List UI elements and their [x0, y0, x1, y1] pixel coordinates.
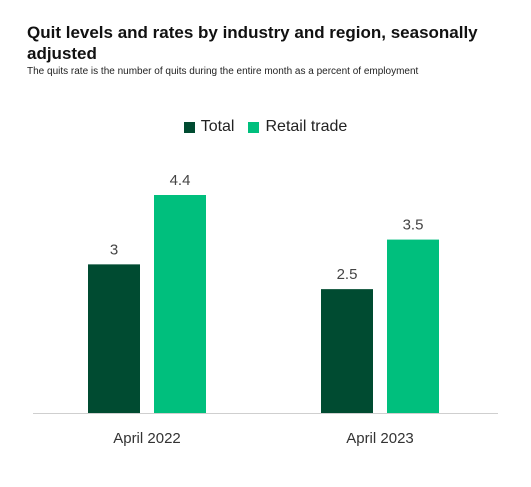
chart-title: Quit levels and rates by industry and re…: [27, 23, 478, 63]
bar-retail-trade-1: [154, 195, 206, 413]
legend-label-total: Total: [200, 118, 235, 135]
legend: Total Retail trade: [0, 118, 531, 136]
data-label-retail-trade-1: 4.4: [170, 172, 191, 189]
data-label-total-2: 2.5: [337, 266, 358, 283]
bar-total-1: [88, 264, 140, 413]
legend-swatch-total: [183, 121, 195, 133]
x-tick-label-1: April 2022: [113, 430, 181, 447]
chart-subtitle: The quits rate is the number of quits du…: [27, 66, 419, 77]
bar-retail-trade-2: [387, 239, 439, 413]
legend-item-total: Total: [183, 118, 235, 136]
legend-label-retail-trade: Retail trade: [265, 118, 348, 135]
data-label-retail-trade-2: 3.5: [403, 217, 424, 234]
x-tick-label-2: April 2023: [346, 430, 414, 447]
legend-item-retail-trade: Retail trade: [248, 118, 347, 136]
data-label-total-1: 3: [110, 241, 118, 258]
bar-total-2: [321, 289, 373, 413]
legend-swatch-retail-trade: [248, 121, 260, 133]
